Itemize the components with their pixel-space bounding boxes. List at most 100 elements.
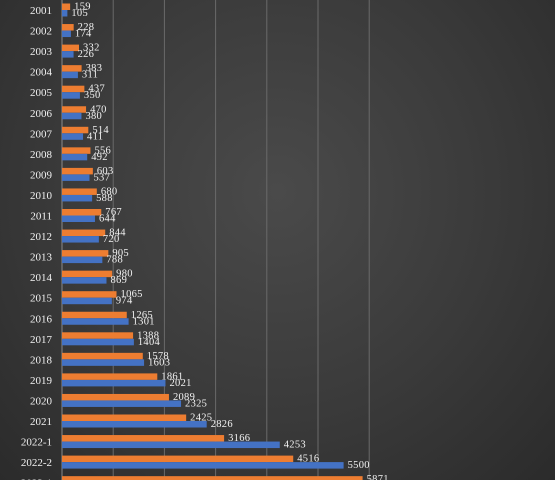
data-label: 332 <box>83 43 100 54</box>
bar-2006-series-1 <box>62 106 87 113</box>
bar-2021-series-2 <box>62 421 207 428</box>
category-label: 2003 <box>30 46 53 58</box>
data-label: 869 <box>110 275 127 286</box>
bar-2014-series-1 <box>62 270 113 278</box>
bar-2020-series-1 <box>62 393 169 401</box>
data-label: 437 <box>88 84 105 95</box>
data-label: 2826 <box>211 419 233 430</box>
data-label: 5500 <box>348 460 370 471</box>
data-label: 350 <box>84 90 101 101</box>
bar-2003-series-1 <box>62 44 79 52</box>
data-label: 556 <box>94 145 111 156</box>
bar-2016-series-1 <box>62 311 127 319</box>
category-label: 2005 <box>30 87 53 99</box>
bar-2011-series-2 <box>62 215 95 222</box>
bar-2019-series-1 <box>62 373 158 380</box>
category-label: 2016 <box>30 313 53 325</box>
data-label: 411 <box>87 131 103 142</box>
bar-2012-series-2 <box>62 236 99 243</box>
data-label: 311 <box>82 70 98 81</box>
data-label: 383 <box>86 63 103 74</box>
data-label: 105 <box>71 8 88 19</box>
data-label: 159 <box>74 2 91 13</box>
category-label: 2009 <box>30 169 53 181</box>
bar-2022-1-series-2 <box>62 441 280 449</box>
data-label: 588 <box>96 193 113 204</box>
category-label: 2010 <box>30 190 53 202</box>
bar-2022-2-series-2 <box>62 462 344 469</box>
bar-2019-series-2 <box>62 379 166 387</box>
bar-2011-series-1 <box>62 209 102 216</box>
data-label: 1861 <box>161 371 183 382</box>
data-label: 720 <box>103 234 120 245</box>
category-label: 2017 <box>30 334 53 346</box>
data-label: 228 <box>78 22 95 33</box>
category-label: 2012 <box>30 231 52 243</box>
bar-2022-2-series-1 <box>62 455 294 463</box>
category-label: 2018 <box>30 354 53 366</box>
bar-2010-series-1 <box>62 188 97 195</box>
bar-2004-series-1 <box>62 65 82 72</box>
data-label: 1388 <box>137 330 159 341</box>
bar-2016-series-2 <box>62 318 129 325</box>
bar-2009-series-2 <box>62 174 90 181</box>
category-label: 2008 <box>30 149 53 161</box>
bar-2013-series-2 <box>62 256 103 264</box>
category-label: 2015 <box>30 293 53 305</box>
bar-2002-series-2 <box>62 30 71 38</box>
bar-2001-series-2 <box>62 10 68 17</box>
data-label: 2089 <box>173 392 195 403</box>
category-label: 2001 <box>30 5 52 17</box>
bar-2021-series-1 <box>62 414 187 421</box>
bar-2002-series-1 <box>62 24 74 31</box>
bar-2010-series-2 <box>62 194 93 202</box>
data-label: 1265 <box>131 310 153 321</box>
bar-2014-series-2 <box>62 277 107 284</box>
data-label: 644 <box>99 214 116 225</box>
data-label: 470 <box>90 104 107 115</box>
bar-2022-1-series-1 <box>62 435 225 442</box>
bar-2001-series-1 <box>62 3 71 10</box>
bar-2004-series-2 <box>62 71 78 79</box>
data-label: 905 <box>112 248 129 259</box>
data-label: 974 <box>116 296 133 307</box>
data-label: 174 <box>75 29 92 40</box>
category-label: 2014 <box>30 272 53 284</box>
category-label: 2002 <box>30 26 52 38</box>
data-label: 3166 <box>228 433 250 444</box>
grid-lines <box>61 0 370 480</box>
bar-2008-series-2 <box>62 153 88 161</box>
bar-2013-series-1 <box>62 250 109 257</box>
data-label: 4516 <box>297 454 319 465</box>
bar-2015-series-2 <box>62 297 112 305</box>
data-label: 380 <box>85 111 102 122</box>
bar-2006-series-2 <box>62 112 82 120</box>
data-label: 680 <box>101 186 118 197</box>
data-label: 1404 <box>138 337 161 348</box>
data-label: 788 <box>106 255 123 266</box>
data-label: 5871 <box>367 474 389 480</box>
bar-2020-series-2 <box>62 400 182 407</box>
data-label: 2325 <box>185 398 207 409</box>
bar-2023-1-series-1 <box>62 476 363 480</box>
bar-2005-series-1 <box>62 85 85 93</box>
category-label: 2013 <box>30 252 53 264</box>
bar-2007-series-1 <box>62 126 89 134</box>
data-label: 2425 <box>190 413 212 424</box>
data-label: 4253 <box>284 440 306 451</box>
bar-2012-series-1 <box>62 229 106 237</box>
data-label: 1603 <box>148 357 170 368</box>
data-label: 603 <box>97 166 114 177</box>
category-label: 2022-1 <box>21 437 52 449</box>
category-label: 2021 <box>30 416 52 428</box>
category-label: 2019 <box>30 375 53 387</box>
category-label: 2020 <box>30 395 53 407</box>
category-label: 2006 <box>30 108 53 120</box>
data-label: 2021 <box>169 378 191 389</box>
category-label: 2023-1 <box>21 478 52 480</box>
data-label: 537 <box>93 172 110 183</box>
data-label: 767 <box>105 207 122 218</box>
bar-2009-series-1 <box>62 167 93 175</box>
bar-2005-series-2 <box>62 92 80 99</box>
